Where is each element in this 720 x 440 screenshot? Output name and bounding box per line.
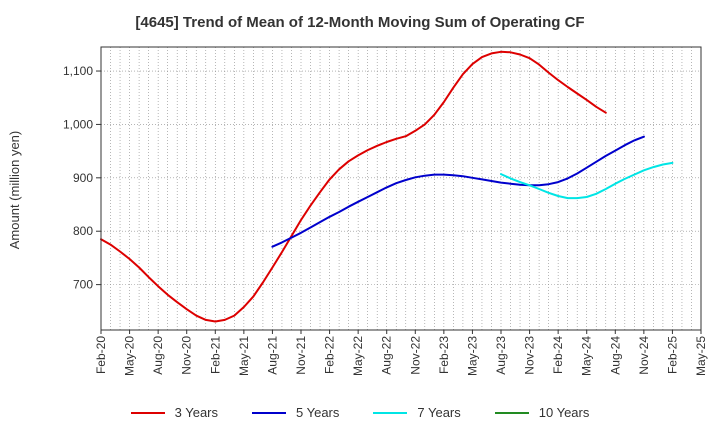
x-tick-label: May-24	[580, 336, 594, 376]
legend-label: 7 Years	[417, 405, 461, 420]
x-tick-label: Nov-24	[637, 336, 651, 375]
y-tick-label: 800	[73, 224, 93, 238]
plot-border	[100, 46, 702, 331]
legend-item: 3 Years	[130, 405, 218, 420]
x-tick-label: May-20	[123, 336, 137, 376]
x-tick-label: Feb-23	[437, 336, 451, 374]
series-line-7-years	[500, 161, 674, 200]
x-tick-label: Nov-20	[180, 336, 194, 375]
legend-swatch	[130, 411, 165, 414]
x-axis: Feb-20 May-20 Aug-20 Nov-20 Feb-21 May-21 Aug-…	[94, 330, 708, 376]
y-tick-label: 1,000	[63, 117, 93, 131]
x-tick-label: Aug-22	[380, 336, 394, 375]
legend-label: 10 Years	[538, 405, 590, 420]
grid-lines	[101, 47, 701, 330]
plot-area	[101, 47, 701, 330]
legend-label: 3 Years	[174, 405, 218, 420]
legend-item: 10 Years	[494, 405, 590, 420]
series-line-3-years	[100, 50, 607, 323]
x-tick-label: Feb-21	[208, 336, 222, 374]
series-line-5-years	[271, 135, 645, 248]
y-tick-label: 700	[73, 278, 93, 292]
legend-label: 5 Years	[296, 405, 340, 420]
x-tick-label: Feb-25	[665, 336, 679, 374]
x-tick-label: Aug-21	[265, 336, 279, 375]
x-tick-label: Nov-23	[523, 336, 537, 375]
x-tick-label: Feb-24	[551, 336, 565, 374]
legend-swatch	[252, 411, 286, 414]
x-tick-label: Nov-22	[408, 336, 422, 375]
legend-swatch	[373, 411, 408, 414]
legend-item: 7 Years	[373, 405, 461, 420]
x-tick-label: May-22	[351, 336, 365, 376]
x-tick-label: Aug-23	[494, 336, 508, 375]
x-tick-label: Aug-20	[151, 336, 165, 375]
x-tick-label: Feb-22	[323, 336, 337, 374]
legend-swatch	[494, 411, 529, 414]
x-tick-label: Aug-24	[608, 336, 622, 375]
chart-title: [4645] Trend of Mean of 12-Month Moving …	[135, 14, 585, 31]
x-tick-label: May-25	[694, 336, 708, 376]
x-tick-label: Feb-20	[94, 336, 108, 374]
y-tick-label: 900	[73, 171, 93, 185]
y-axis-label: Amount (million yen)	[7, 131, 22, 250]
y-axis: 700 800 900 1,000 1,100	[63, 64, 101, 292]
legend: 3 Years 5 Years 7 Years 10 Years	[0, 405, 720, 420]
x-tick-label: May-23	[465, 336, 479, 376]
series-lines	[100, 50, 674, 323]
x-tick-label: May-21	[237, 336, 251, 376]
legend-item: 5 Years	[252, 405, 339, 420]
x-tick-label: Nov-21	[294, 336, 308, 375]
y-tick-label: 1,100	[63, 64, 93, 78]
